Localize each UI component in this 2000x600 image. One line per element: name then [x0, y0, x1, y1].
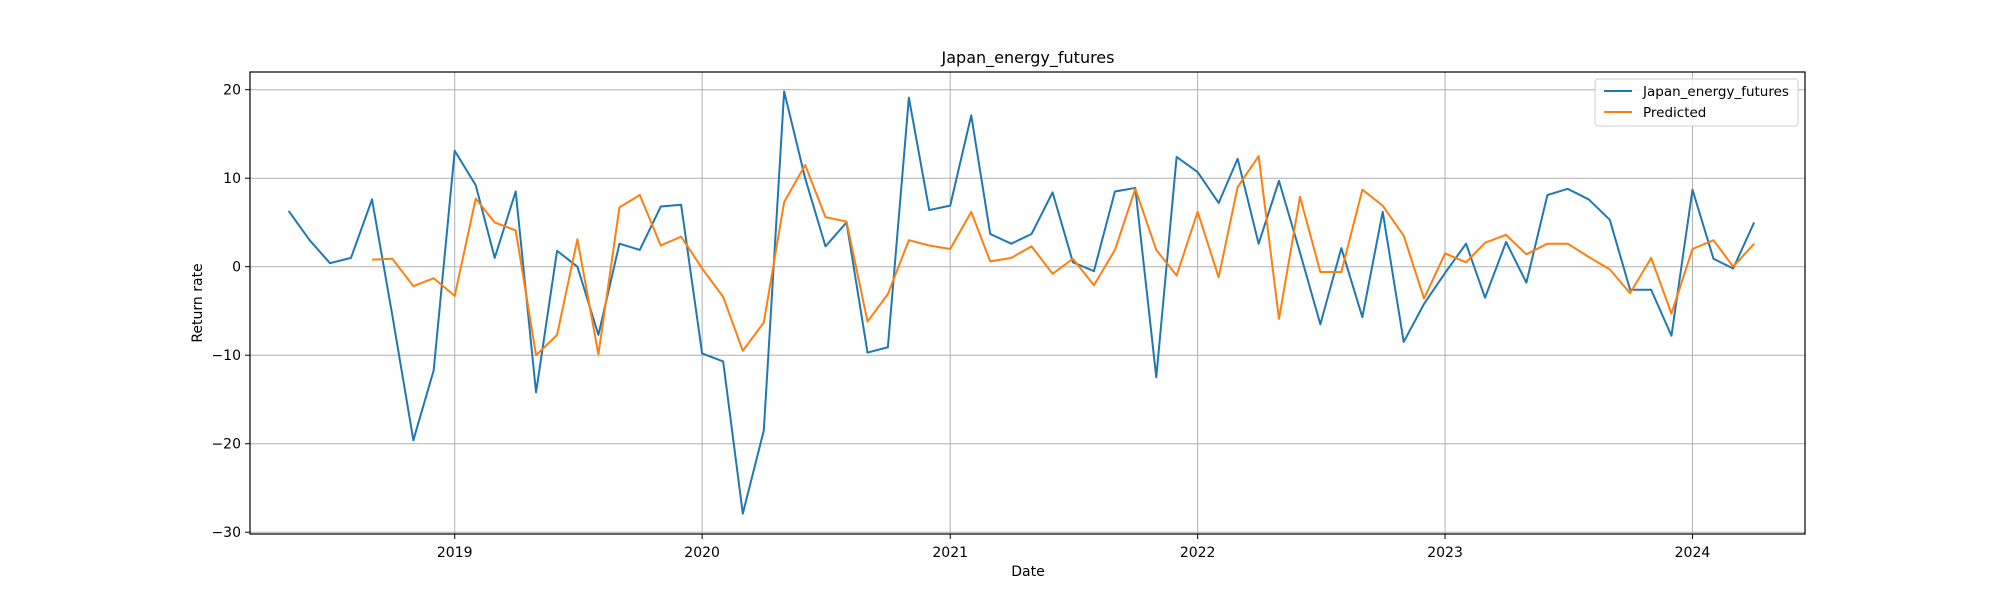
series-layer [287, 90, 1756, 515]
x-tick-label: 2024 [1675, 545, 1711, 561]
grid [250, 72, 1805, 534]
y-axis-title: Return rate [190, 263, 206, 342]
y-tick-label: −20 [211, 437, 241, 453]
x-tick-label: 2022 [1180, 545, 1216, 561]
legend-box [1594, 78, 1799, 127]
plot-area-frame [249, 71, 1806, 535]
series-line-japan-energy-futures [287, 90, 1756, 515]
x-tick-label: 2023 [1427, 545, 1463, 561]
x-tick-label: 2019 [437, 545, 473, 561]
y-tick-label: −30 [211, 525, 241, 541]
series-line-predicted [371, 155, 1755, 357]
chart-title: Japan_energy_futures [941, 48, 1115, 68]
x-tick-label: 2020 [684, 545, 720, 561]
x-axis-title: Date [1011, 564, 1044, 580]
y-tick-label: 20 [223, 83, 241, 99]
legend: Japan_energy_futures Predicted [1594, 78, 1799, 127]
y-tick-label: 10 [223, 171, 241, 187]
x-tick-label: 2021 [932, 545, 968, 561]
y-tick-label: 0 [232, 260, 241, 276]
legend-label-predicted: Predicted [1643, 105, 1706, 121]
y-tick-label: −10 [211, 348, 241, 364]
axis-ticks: 20 10 0 −10 −20 −30 2019 2020 2021 2022 2023 2024 [211, 83, 1710, 561]
legend-label-japan-energy-futures: Japan_energy_futures [1642, 84, 1789, 100]
